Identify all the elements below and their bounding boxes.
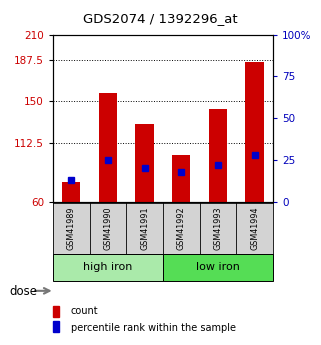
Bar (53, 306, 59, 317)
Bar (209, 109, 227, 202)
Bar (99, 92, 117, 202)
Bar (245, 62, 264, 202)
Text: high iron: high iron (83, 263, 133, 272)
Text: dose: dose (10, 285, 38, 298)
Bar (62, 182, 81, 202)
Bar (135, 124, 154, 202)
Text: GDS2074 / 1392296_at: GDS2074 / 1392296_at (83, 12, 238, 25)
Text: GSM41991: GSM41991 (140, 206, 149, 250)
Text: GSM41989: GSM41989 (67, 206, 76, 250)
Text: percentile rank within the sample: percentile rank within the sample (71, 324, 236, 333)
FancyBboxPatch shape (163, 254, 273, 281)
FancyBboxPatch shape (53, 254, 163, 281)
Text: low iron: low iron (196, 263, 240, 272)
Bar (53, 321, 59, 332)
Text: GSM41990: GSM41990 (103, 206, 112, 250)
Text: GSM41992: GSM41992 (177, 206, 186, 250)
Text: GSM41993: GSM41993 (213, 206, 222, 250)
Text: GSM41994: GSM41994 (250, 206, 259, 250)
Bar (172, 155, 190, 202)
Text: count: count (71, 306, 98, 316)
